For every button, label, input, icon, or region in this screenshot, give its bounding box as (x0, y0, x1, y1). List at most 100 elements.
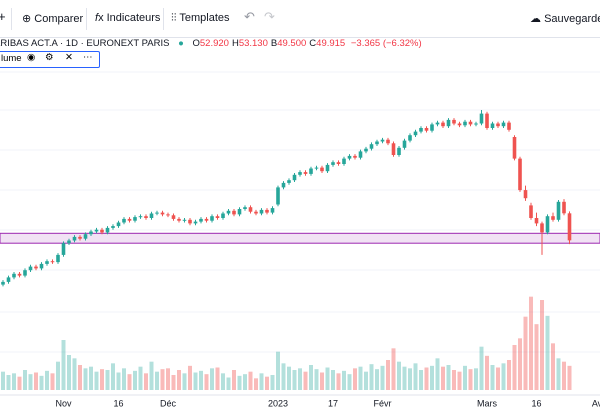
separator (86, 8, 87, 30)
ohlc-value: 52.920 (199, 38, 229, 49)
status-dot: ● (178, 38, 184, 49)
candle-body (193, 221, 198, 224)
volume-bar (144, 373, 148, 390)
eye-icon[interactable]: ◉ (27, 52, 36, 63)
volume-bar (369, 364, 374, 390)
volume-bar (259, 373, 264, 390)
volume-bar (12, 373, 16, 390)
separator (11, 8, 12, 30)
volume-bar (72, 358, 77, 390)
candle-body (331, 162, 335, 165)
candle-body (474, 123, 478, 125)
volume-bar (353, 368, 357, 390)
candle-body (78, 236, 82, 239)
candle-body (397, 147, 401, 155)
candle-body (45, 261, 49, 264)
ohlc: O52.920 H53.130 B49.500 C49.915 (192, 38, 348, 49)
candle-body (413, 131, 418, 136)
indicators-button[interactable]: fx Indicateurs (95, 12, 161, 24)
candle-body (182, 219, 187, 221)
volume-bar (512, 345, 517, 390)
candle-body (122, 218, 126, 223)
volume-bar (34, 372, 38, 390)
candle-body (501, 122, 506, 127)
x-tick-label: 2023 (268, 398, 288, 408)
volume-bar (127, 374, 132, 390)
toolbar: + ⊕ Comparer fx Indicateurs ⫶⫶ Templates… (0, 0, 600, 38)
volume-bar (39, 375, 44, 390)
candle-body (512, 137, 517, 159)
remove-icon[interactable]: ✕ (65, 52, 73, 63)
candle-body (463, 121, 467, 126)
volume-bar (518, 338, 522, 390)
volume-bar (94, 371, 99, 390)
volume-bar (28, 374, 33, 390)
volume-bar (358, 366, 363, 390)
volume-bar (199, 370, 203, 390)
volume-bar (545, 315, 550, 390)
volume-bar (303, 371, 308, 390)
volume-bar (452, 370, 456, 390)
candle-body (468, 121, 473, 125)
candle-body (402, 140, 407, 148)
candle-body (369, 144, 374, 149)
candle-body (1, 281, 5, 285)
candle-body (424, 128, 429, 131)
study-name: lume (1, 53, 22, 64)
candle-body (281, 182, 286, 188)
volume-bar (149, 361, 154, 390)
volume-bar (320, 372, 324, 390)
volume-bar (430, 365, 434, 390)
candle-body (232, 210, 236, 215)
x-tick-label: Nov (55, 398, 72, 408)
candle-body (419, 128, 423, 132)
settings-icon[interactable]: ⚙ (45, 52, 54, 63)
candle-body (160, 212, 165, 215)
candle-body (34, 266, 38, 269)
volume-bar (89, 366, 93, 390)
volume-bar (375, 369, 379, 390)
candle-body (144, 216, 148, 218)
redo-button[interactable]: ↷ (264, 9, 275, 24)
volume-bar (424, 367, 429, 390)
volume-bar (419, 370, 423, 390)
undo-button[interactable]: ↶ (244, 9, 255, 24)
templates-button[interactable]: ⫶⫶ Templates (171, 12, 230, 24)
volume-bar (56, 361, 60, 390)
candle-body (314, 167, 319, 169)
legend: ARIBAS ACT.A · 1D · EURONEXT PARIS ● O52… (0, 38, 422, 49)
volume-bar (155, 371, 159, 390)
volume-bar (402, 366, 407, 390)
volume-bar (292, 370, 297, 390)
templates-label: Templates (179, 12, 230, 24)
volume-bar (540, 300, 544, 390)
volume-bar (562, 361, 566, 390)
save-button[interactable]: ☁ Sauvegarder (530, 12, 600, 25)
candle-body (166, 214, 170, 216)
candle-body (358, 151, 363, 158)
candle-body (259, 209, 264, 214)
volume-bar (160, 369, 165, 390)
candle-body (545, 216, 550, 233)
candle-body (435, 122, 440, 125)
volume-bar (463, 365, 467, 390)
volume-bar (265, 376, 269, 390)
candle-body (386, 139, 390, 144)
volume-bar (523, 316, 528, 390)
candle-body (479, 113, 484, 124)
volume-bar (61, 340, 66, 390)
plus-icon[interactable]: + (0, 9, 6, 24)
compare-button[interactable]: ⊕ Comparer (22, 13, 84, 25)
symbol: ARIBAS ACT.A · 1D · EURONEXT PARIS (0, 38, 170, 49)
volume-bar (386, 360, 390, 390)
more-icon[interactable]: ⋯ (83, 52, 93, 63)
volume-bar (479, 346, 484, 390)
volume-bar (336, 373, 341, 390)
candle-body (83, 234, 88, 239)
x-tick-label: Mars (477, 398, 497, 408)
volume-bar (193, 372, 198, 390)
candle-body (265, 209, 269, 213)
candle-body (529, 205, 533, 218)
volume-bar (105, 370, 110, 390)
